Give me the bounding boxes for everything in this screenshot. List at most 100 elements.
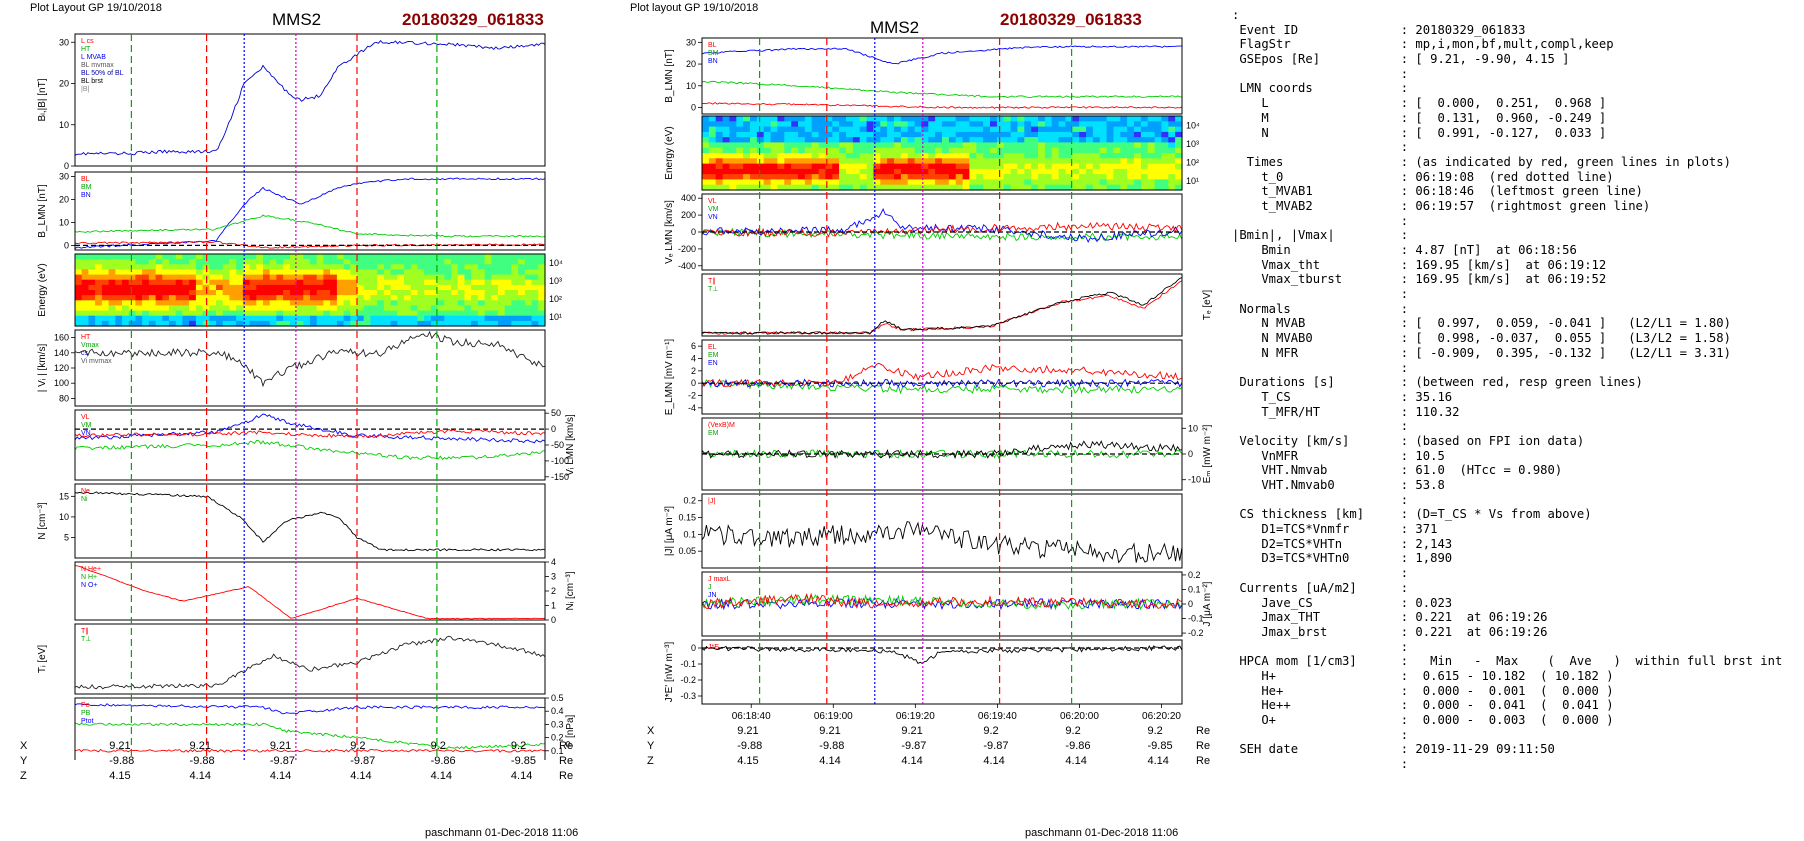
- spectrogram-cell: [839, 153, 847, 159]
- spectrogram-cell: [804, 142, 813, 149]
- spectrogram-cell: [101, 300, 110, 306]
- spectrogram-cell: [397, 269, 405, 276]
- spectrogram-cell: [256, 259, 264, 265]
- summary-line: Bmin : 4.87 [nT] at 06:18:56: [1232, 243, 1577, 257]
- panel-frame: [701, 417, 1183, 491]
- spectrogram-cell: [1168, 142, 1176, 149]
- spectrogram-cell: [791, 147, 799, 154]
- spectrogram-cell: [811, 184, 820, 191]
- spectrogram-cell: [1175, 142, 1183, 149]
- spectrogram-cell: [1134, 137, 1142, 143]
- spectrogram-cell: [95, 300, 103, 306]
- spectrogram-cell: [504, 320, 512, 327]
- spectrogram-cell: [122, 315, 130, 322]
- spectrogram-cell: [269, 274, 277, 281]
- spectrogram-cell: [1161, 153, 1169, 159]
- spectrogram-cell: [756, 131, 765, 138]
- spectrogram-cell: [142, 295, 150, 301]
- spectrogram-cell: [195, 274, 204, 281]
- spectrogram-cell: [88, 274, 96, 281]
- spectrogram-cell: [350, 254, 358, 260]
- spectrogram-cell: [256, 269, 264, 276]
- spectrogram-cell: [182, 300, 190, 306]
- figure-header: Plot Layout GP 19/10/2018: [30, 2, 162, 14]
- spectrogram-cell: [756, 153, 765, 159]
- spectrogram-cell: [350, 295, 358, 301]
- spectrogram-cell: [1127, 142, 1135, 149]
- spectrogram-cell: [323, 279, 331, 286]
- spectrogram-cell: [430, 315, 439, 322]
- spectrogram-cell: [1134, 158, 1142, 165]
- spectrogram-cell: [702, 184, 710, 191]
- spectrogram-cell: [1175, 131, 1183, 138]
- spectrogram-cell: [1099, 147, 1108, 154]
- spectrogram-cell: [1044, 126, 1053, 133]
- spectrogram-cell: [763, 184, 772, 191]
- spectrogram-cell: [397, 300, 405, 306]
- spectrogram-cell: [983, 163, 991, 170]
- spectrogram-cell: [75, 320, 83, 327]
- spectrogram-cell: [722, 126, 731, 133]
- spectrogram-cell: [866, 147, 875, 154]
- spectrogram-cell: [477, 310, 486, 317]
- spectrogram-cell: [818, 158, 827, 165]
- spectrogram-cell: [1113, 179, 1121, 186]
- spectrogram-cell: [249, 315, 257, 322]
- spectrogram-cell: [804, 147, 813, 154]
- spectrogram-cell: [336, 320, 345, 327]
- spectrogram-cell: [852, 147, 861, 154]
- spectrogram-cell: [377, 264, 385, 270]
- spectrogram-cell: [880, 116, 888, 122]
- spectrogram-cell: [763, 147, 772, 154]
- spectrogram-cell: [1099, 174, 1108, 180]
- spectrogram-cell: [825, 158, 833, 165]
- spectrogram-cell: [1010, 163, 1019, 170]
- gse-value: 4.15: [737, 755, 759, 767]
- legend-entry: EL: [708, 344, 717, 351]
- y-axis-label: N [cm⁻³]: [37, 502, 48, 540]
- series-line: [74, 440, 546, 461]
- spectrogram-cell: [715, 163, 724, 170]
- spectrogram-cell: [846, 137, 854, 143]
- spectrogram-cell: [1134, 179, 1142, 186]
- spectrogram-cell: [1140, 163, 1149, 170]
- spectrogram-cell: [935, 116, 943, 122]
- left-figure: Plot Layout GP 19/10/2018 MMS2 20180329_…: [0, 0, 600, 841]
- legend-entry: Vmax: [81, 342, 99, 349]
- spectrogram-cell: [900, 142, 909, 149]
- spectrogram-cell: [1134, 126, 1142, 133]
- spectrogram-cell: [249, 305, 257, 312]
- spectrogram-cell: [397, 290, 405, 296]
- spectrogram-cell: [948, 126, 957, 133]
- spectrogram-cell: [397, 279, 405, 286]
- spectrogram-cell: [229, 310, 237, 317]
- spectrogram-cell: [209, 254, 217, 260]
- spectrogram-cell: [1031, 174, 1039, 180]
- summary-line: :: [1232, 66, 1409, 81]
- spectrogram-cell: [350, 274, 358, 281]
- spectrogram-cell: [135, 300, 143, 306]
- spectrogram-cell: [846, 131, 854, 138]
- spectrogram-cell: [283, 264, 291, 270]
- spectrogram-cell: [1127, 126, 1135, 133]
- spectrogram-cell: [108, 320, 116, 327]
- spectrogram-cell: [832, 184, 840, 191]
- spectrogram-cell: [88, 315, 96, 322]
- gse-row-label: Y: [647, 740, 655, 752]
- spectrogram-cell: [249, 320, 257, 327]
- spectrogram-cell: [323, 284, 331, 291]
- spectrogram-cell: [148, 310, 157, 317]
- spectrogram-cell: [343, 254, 351, 260]
- spectrogram-cell: [948, 179, 957, 186]
- spectrogram-cell: [1017, 142, 1025, 149]
- summary-line: GSEpos [Re] : [ 9.21, -9.90, 4.15 ]: [1232, 52, 1570, 67]
- spectrogram-cell: [363, 264, 371, 270]
- spectrogram-cell: [743, 131, 751, 138]
- spectrogram-cell: [135, 284, 143, 291]
- spectrogram-cell: [498, 295, 506, 301]
- spectrogram-cell: [81, 310, 89, 317]
- spectrogram-cell: [310, 279, 318, 286]
- spectrogram-cell: [189, 254, 197, 260]
- spectrogram-cell: [437, 279, 445, 286]
